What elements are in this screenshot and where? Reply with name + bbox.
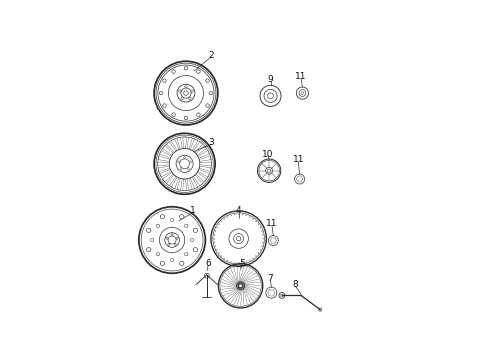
Text: 3: 3 bbox=[208, 139, 214, 148]
Circle shape bbox=[217, 227, 218, 228]
Circle shape bbox=[261, 246, 262, 247]
Circle shape bbox=[263, 238, 264, 239]
Circle shape bbox=[238, 214, 239, 215]
Circle shape bbox=[180, 215, 184, 219]
Circle shape bbox=[209, 91, 213, 95]
Circle shape bbox=[234, 214, 235, 215]
Circle shape bbox=[185, 224, 188, 228]
Text: 11: 11 bbox=[295, 72, 307, 81]
Circle shape bbox=[217, 249, 218, 250]
Circle shape bbox=[262, 242, 263, 243]
Circle shape bbox=[242, 262, 243, 263]
Circle shape bbox=[184, 157, 186, 159]
Circle shape bbox=[187, 168, 189, 170]
Text: 2: 2 bbox=[208, 51, 214, 60]
Circle shape bbox=[147, 228, 151, 233]
Circle shape bbox=[191, 238, 194, 242]
Circle shape bbox=[184, 67, 188, 70]
Circle shape bbox=[194, 248, 197, 252]
Circle shape bbox=[214, 238, 215, 239]
Circle shape bbox=[163, 104, 166, 107]
Text: 11: 11 bbox=[293, 155, 304, 164]
Circle shape bbox=[156, 224, 160, 228]
Circle shape bbox=[249, 260, 250, 261]
Circle shape bbox=[147, 248, 151, 252]
Circle shape bbox=[255, 221, 256, 222]
Circle shape bbox=[219, 224, 220, 225]
Circle shape bbox=[238, 262, 239, 264]
Circle shape bbox=[258, 224, 259, 225]
Circle shape bbox=[171, 219, 174, 222]
Circle shape bbox=[215, 246, 216, 247]
Circle shape bbox=[255, 255, 256, 256]
Circle shape bbox=[231, 261, 232, 262]
Text: 11: 11 bbox=[266, 219, 278, 228]
Circle shape bbox=[191, 90, 193, 92]
Circle shape bbox=[204, 273, 209, 278]
Circle shape bbox=[258, 252, 259, 253]
Circle shape bbox=[159, 91, 163, 95]
Circle shape bbox=[185, 86, 187, 88]
Circle shape bbox=[180, 168, 182, 170]
Circle shape bbox=[214, 242, 215, 243]
Text: 1: 1 bbox=[190, 206, 196, 215]
Circle shape bbox=[160, 261, 165, 266]
Circle shape bbox=[214, 234, 215, 235]
Circle shape bbox=[171, 258, 174, 262]
Circle shape bbox=[206, 79, 209, 82]
Circle shape bbox=[234, 262, 235, 263]
Circle shape bbox=[249, 216, 250, 217]
Text: 10: 10 bbox=[262, 150, 273, 158]
Circle shape bbox=[163, 79, 166, 82]
Circle shape bbox=[227, 216, 228, 217]
Circle shape bbox=[206, 104, 209, 107]
Circle shape bbox=[252, 258, 253, 259]
Circle shape bbox=[245, 215, 246, 216]
Circle shape bbox=[219, 252, 220, 253]
Circle shape bbox=[185, 252, 188, 256]
Circle shape bbox=[231, 215, 232, 216]
Circle shape bbox=[172, 70, 175, 73]
Text: 7: 7 bbox=[268, 274, 273, 283]
Circle shape bbox=[194, 228, 197, 233]
Circle shape bbox=[172, 113, 175, 116]
Text: 8: 8 bbox=[293, 280, 298, 289]
Circle shape bbox=[178, 161, 180, 163]
Circle shape bbox=[160, 215, 165, 219]
Circle shape bbox=[150, 238, 154, 242]
Circle shape bbox=[245, 261, 246, 262]
Circle shape bbox=[227, 260, 228, 261]
Circle shape bbox=[279, 293, 285, 298]
Text: 5: 5 bbox=[240, 259, 245, 268]
Text: 9: 9 bbox=[268, 75, 273, 84]
Circle shape bbox=[196, 70, 200, 73]
Circle shape bbox=[179, 90, 181, 92]
Text: 6: 6 bbox=[205, 259, 211, 268]
Text: 4: 4 bbox=[236, 206, 242, 215]
Circle shape bbox=[262, 234, 263, 235]
Circle shape bbox=[180, 261, 184, 266]
Circle shape bbox=[189, 97, 191, 99]
Circle shape bbox=[221, 221, 222, 222]
Circle shape bbox=[181, 97, 183, 99]
Circle shape bbox=[184, 116, 188, 120]
Circle shape bbox=[189, 161, 192, 163]
Circle shape bbox=[224, 258, 225, 259]
Circle shape bbox=[196, 113, 200, 116]
Circle shape bbox=[221, 255, 222, 256]
Circle shape bbox=[156, 252, 160, 256]
Circle shape bbox=[242, 214, 243, 215]
Circle shape bbox=[260, 227, 261, 228]
Circle shape bbox=[260, 249, 261, 250]
